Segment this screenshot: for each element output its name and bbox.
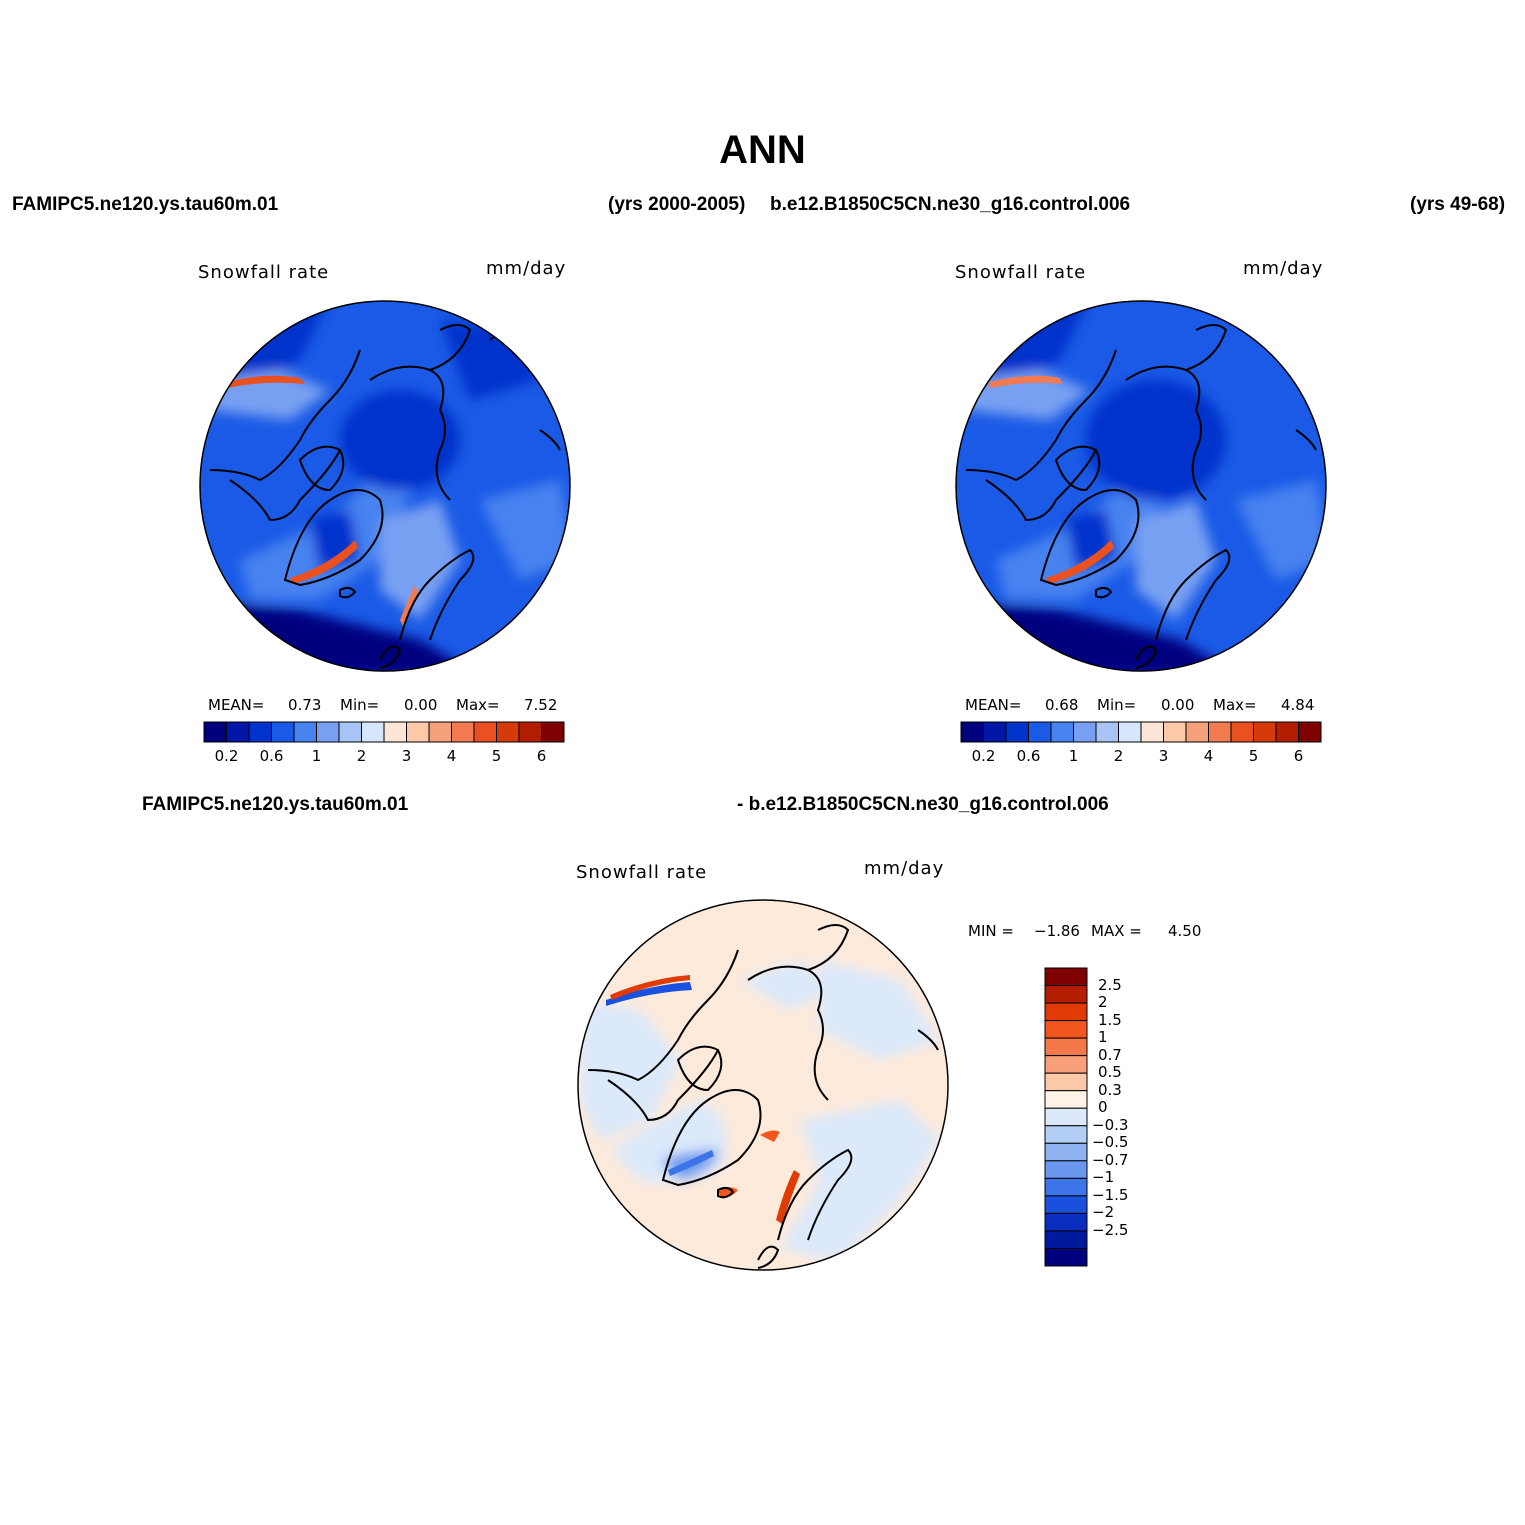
diff-colorbar-tick-label: 2.5 bbox=[1098, 975, 1122, 994]
panel1-variable: Snowfall rate bbox=[198, 262, 330, 283]
panel1-colorbar-tick-label: 5 bbox=[491, 747, 502, 765]
diff-colorbar-tick-label: −1 bbox=[1092, 1168, 1115, 1187]
panel2-mean-value: 0.68 bbox=[1045, 696, 1079, 714]
panel2-colorbar-tick-label: 6 bbox=[1293, 747, 1304, 765]
panel2-colorbar-tick-label: 0.6 bbox=[1016, 747, 1041, 765]
diff-colorbar-box bbox=[1044, 1212, 1088, 1232]
left-case-years: (yrs 2000-2005) bbox=[608, 194, 746, 215]
panel1-colorbar-tick-label: 0.6 bbox=[259, 747, 284, 765]
panel2-units: mm/day bbox=[1243, 258, 1324, 279]
diff-colorbar bbox=[1044, 967, 1088, 1267]
panel2-colorbar-box bbox=[1298, 721, 1322, 743]
diff-min-value: −1.86 bbox=[1034, 922, 1080, 940]
diff-colorbar-box bbox=[1044, 1160, 1088, 1179]
panel2-max-value: 4.84 bbox=[1281, 696, 1315, 714]
panel2-max-label: Max= bbox=[1213, 696, 1257, 714]
diff-colorbar-tick-label: −2 bbox=[1092, 1203, 1115, 1222]
panel1-mean-label: MEAN= bbox=[208, 696, 265, 714]
diff-colorbar-box bbox=[1044, 1195, 1088, 1214]
panel1-units: mm/day bbox=[486, 258, 567, 279]
diff-colorbar-tick-label: 0 bbox=[1098, 1098, 1108, 1117]
diff-colorbar-tick-label: 1 bbox=[1098, 1028, 1108, 1047]
panel2-colorbar bbox=[960, 721, 1322, 743]
panel2-colorbar-tick-label: 5 bbox=[1248, 747, 1259, 765]
diff-colorbar-box bbox=[1044, 967, 1088, 987]
diff-colorbar-box bbox=[1044, 1142, 1088, 1162]
diff-colorbar-tick-label: −2.5 bbox=[1092, 1220, 1129, 1239]
panel1-colorbar-tick-label: 1 bbox=[311, 747, 322, 765]
right-case-years: (yrs 49-68) bbox=[1410, 194, 1506, 215]
panel2-colorbar-tick-label: 3 bbox=[1158, 747, 1169, 765]
diff-colorbar-tick-label: −0.5 bbox=[1092, 1133, 1129, 1152]
diff-variable: Snowfall rate bbox=[576, 862, 708, 883]
panel2-colorbar-tick-label: 2 bbox=[1113, 747, 1124, 765]
diff-colorbar-box bbox=[1044, 1247, 1088, 1267]
panel1-mean-value: 0.73 bbox=[288, 696, 322, 714]
diff-colorbar-box bbox=[1044, 1230, 1088, 1249]
diff-colorbar-tick-label: −1.5 bbox=[1092, 1185, 1129, 1204]
diff-colorbar-tick-label: 1.5 bbox=[1098, 1010, 1122, 1029]
diff-colorbar-tick-label: −0.7 bbox=[1092, 1150, 1129, 1169]
panel1-colorbar-tick-label: 6 bbox=[536, 747, 547, 765]
panel2-variable: Snowfall rate bbox=[955, 262, 1087, 283]
diff-max-label: MAX = bbox=[1091, 922, 1142, 940]
diff-colorbar-box bbox=[1044, 1125, 1088, 1144]
diff-colorbar-box bbox=[1044, 1020, 1088, 1039]
left-case-name: FAMIPC5.ne120.ys.tau60m.01 bbox=[12, 194, 279, 215]
diff-colorbar-box bbox=[1044, 1072, 1088, 1092]
diff-colorbar-tick-label: −0.3 bbox=[1092, 1115, 1129, 1134]
diff-colorbar-tick-label: 0.5 bbox=[1098, 1063, 1122, 1082]
right-case-name: b.e12.B1850C5CN.ne30_g16.control.006 bbox=[770, 194, 1131, 215]
panel2-min-value: 0.00 bbox=[1161, 696, 1195, 714]
panel1-colorbar-tick-label: 4 bbox=[446, 747, 457, 765]
panel2-colorbar-tick-label: 4 bbox=[1203, 747, 1214, 765]
panel2-colorbar-tick-label: 0.2 bbox=[971, 747, 996, 765]
panel1-colorbar-tick-label: 2 bbox=[356, 747, 367, 765]
diff-colorbar-tick-label: 0.3 bbox=[1098, 1080, 1122, 1099]
diff-colorbar-box bbox=[1044, 985, 1088, 1004]
diff-colorbar-box bbox=[1044, 1037, 1088, 1057]
panel1-min-label: Min= bbox=[340, 696, 380, 714]
panel2-colorbar-tick-label: 1 bbox=[1068, 747, 1079, 765]
panel2-mean-label: MEAN= bbox=[965, 696, 1022, 714]
panel1-colorbar-tick-label: 0.2 bbox=[214, 747, 239, 765]
diff-colorbar-box bbox=[1044, 1002, 1088, 1022]
panel1-colorbar-box bbox=[541, 721, 565, 743]
panel2-min-label: Min= bbox=[1097, 696, 1137, 714]
panel1-colorbar bbox=[203, 721, 565, 743]
diff-colorbar-box bbox=[1044, 1090, 1088, 1109]
diff-colorbar-tick-label: 0.7 bbox=[1098, 1045, 1122, 1064]
diff-max-value: 4.50 bbox=[1168, 922, 1202, 940]
panel1-min-value: 0.00 bbox=[404, 696, 438, 714]
plot-title: ANN bbox=[719, 128, 806, 172]
diff-min-label: MIN = bbox=[968, 922, 1014, 940]
panel1-max-label: Max= bbox=[456, 696, 500, 714]
diff-right-case: - b.e12.B1850C5CN.ne30_g16.control.006 bbox=[737, 794, 1109, 815]
diff-colorbar-box bbox=[1044, 1177, 1088, 1197]
diff-left-case: FAMIPC5.ne120.ys.tau60m.01 bbox=[142, 794, 409, 815]
panel1-colorbar-tick-label: 3 bbox=[401, 747, 412, 765]
diff-colorbar-box bbox=[1044, 1055, 1088, 1074]
diff-units: mm/day bbox=[864, 858, 945, 879]
panel1-max-value: 7.52 bbox=[524, 696, 558, 714]
diff-colorbar-box bbox=[1044, 1107, 1088, 1127]
diff-colorbar-tick-label: 2 bbox=[1098, 993, 1108, 1012]
